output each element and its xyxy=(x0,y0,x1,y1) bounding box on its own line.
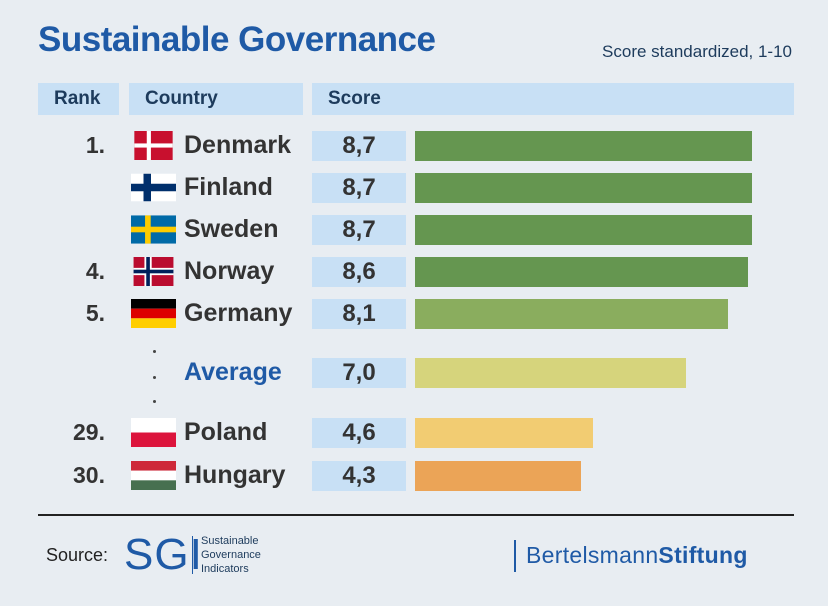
sgi-line: Indicators xyxy=(201,563,249,575)
score-bar xyxy=(415,215,752,245)
rank-label: 30. xyxy=(73,462,105,488)
score-data-label: 8,7 xyxy=(312,173,406,203)
denmark-flag-icon xyxy=(131,131,176,160)
sgi-line: Governance xyxy=(201,549,261,561)
country-label: Sweden xyxy=(184,215,279,243)
country-label: Hungary xyxy=(184,461,286,489)
score-bar xyxy=(415,418,593,448)
publisher-light: Bertelsmann xyxy=(526,542,659,568)
ellipsis-dot xyxy=(153,376,156,379)
source-label: Source: xyxy=(46,545,109,565)
country-label: Denmark xyxy=(184,131,291,159)
score-data-label: 4,6 xyxy=(312,418,406,448)
sgi-logo-text: Sustainable Governance Indicators xyxy=(201,534,261,576)
score-bar xyxy=(415,131,752,161)
country-label: Germany xyxy=(184,299,293,327)
sgi-logo-separator xyxy=(192,536,193,574)
header-country: Country xyxy=(129,83,303,115)
finland-flag-icon xyxy=(131,173,176,202)
score-data-label: 4,3 xyxy=(312,461,406,491)
rank-label: 1. xyxy=(85,132,105,158)
publisher-logo-bar xyxy=(514,540,516,572)
chart-title: Sustainable Governance xyxy=(38,20,436,59)
score-bar xyxy=(415,461,581,491)
sgi-line: Sustainable xyxy=(201,535,259,547)
score-bar xyxy=(415,257,748,287)
header-score: Score xyxy=(312,83,794,115)
header-rank: Rank xyxy=(38,83,119,115)
score-data-label: 8,6 xyxy=(312,257,406,287)
score-data-label: 7,0 xyxy=(312,358,406,388)
germany-flag-icon xyxy=(131,299,176,328)
sweden-flag-icon xyxy=(131,215,176,244)
hungary-flag-icon xyxy=(131,461,176,490)
chart-subtitle: Score standardized, 1-10 xyxy=(602,42,792,61)
publisher-logo: BertelsmannStiftung xyxy=(526,542,748,569)
score-data-label: 8,7 xyxy=(312,131,406,161)
ellipsis-dot xyxy=(153,400,156,403)
country-label: Norway xyxy=(184,257,275,285)
footer-divider xyxy=(38,514,794,516)
score-data-label: 8,1 xyxy=(312,299,406,329)
country-label: Poland xyxy=(184,418,268,446)
country-label: Finland xyxy=(184,173,273,201)
score-bar xyxy=(415,358,686,388)
score-data-label: 8,7 xyxy=(312,215,406,245)
publisher-bold: Stiftung xyxy=(658,542,748,568)
rank-label: 5. xyxy=(85,300,105,326)
ellipsis-dot xyxy=(153,350,156,353)
score-bar xyxy=(415,173,752,203)
rank-label: 4. xyxy=(85,258,105,284)
poland-flag-icon xyxy=(131,418,176,447)
score-bar xyxy=(415,299,728,329)
country-label: Average xyxy=(184,358,282,386)
sgi-logo: SGI xyxy=(124,530,203,579)
norway-flag-icon xyxy=(131,257,176,286)
rank-label: 29. xyxy=(73,419,105,445)
